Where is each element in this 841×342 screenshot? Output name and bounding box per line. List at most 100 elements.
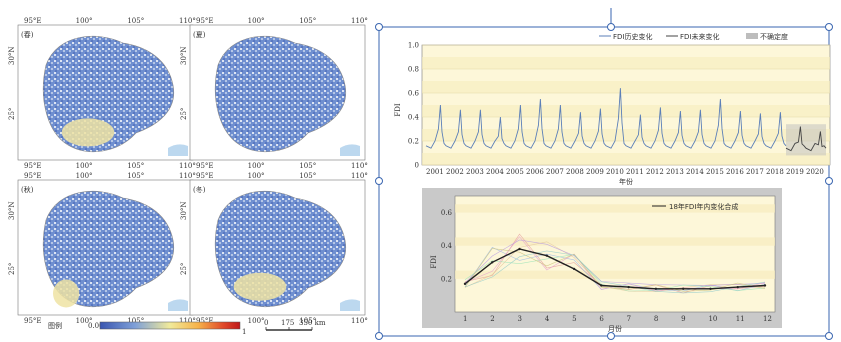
chart-top-xlabel: 年份 bbox=[619, 177, 633, 186]
map-lon-label-top: 105° bbox=[299, 172, 316, 180]
map-lat-label: 25° bbox=[180, 263, 188, 275]
map-lon-label-top: 95°E bbox=[24, 17, 42, 25]
colorbar: 图例 0.00 1 bbox=[48, 321, 246, 336]
map-lon-label-bottom: 105° bbox=[127, 162, 144, 170]
map-lat-label: 30°N bbox=[8, 201, 16, 220]
chart-bottom-year-line bbox=[464, 250, 766, 294]
map-high-fdi-area bbox=[53, 279, 80, 308]
chart-top-legend: FDI历史变化 FDI未来变化 不确定度 bbox=[599, 32, 788, 41]
map-season-label: (春) bbox=[21, 30, 34, 39]
map-lon-label-top: 110° bbox=[351, 172, 368, 180]
chart-bottom-band bbox=[455, 270, 775, 279]
map-lon-label-bottom: 100° bbox=[76, 317, 93, 325]
chart-bottom-x-tick: 6 bbox=[599, 315, 604, 323]
colorbar-max-label: 1 bbox=[242, 328, 246, 336]
chart-bottom-point bbox=[709, 287, 712, 290]
resize-handle-e[interactable] bbox=[825, 177, 833, 185]
resize-handle-w[interactable] bbox=[375, 177, 383, 185]
map-lon-label-top: 105° bbox=[299, 17, 316, 25]
chart-bottom-plot-area bbox=[454, 195, 776, 313]
chart-bottom-legend-item: 18年FDI年内变化合成 bbox=[669, 202, 738, 211]
map-lon-label-top: 105° bbox=[127, 17, 144, 25]
chart-bottom-point bbox=[491, 261, 494, 264]
seasonal-maps: (春) 95°E 95°E 100° 100° 105° 105° 110° 110° 30°N 2… bbox=[8, 17, 368, 325]
map-season-label: (秋) bbox=[21, 185, 34, 194]
map-lon-label-bottom: 110° bbox=[351, 162, 368, 170]
scalebar-label-0: 0 bbox=[264, 319, 268, 327]
map-lon-label-top: 95°E bbox=[24, 172, 42, 180]
map-lon-label-bottom: 95°E bbox=[24, 162, 42, 170]
resize-handle-s[interactable] bbox=[607, 332, 615, 340]
chart-top-x-tick: 2013 bbox=[666, 168, 684, 176]
map-lat-label: 30°N bbox=[180, 46, 188, 65]
resize-handle-sw[interactable] bbox=[375, 332, 383, 340]
chart-top-band bbox=[422, 81, 830, 93]
chart-top-x-tick: 2020 bbox=[806, 168, 824, 176]
chart-bottom-band bbox=[455, 237, 775, 246]
chart-bottom-point bbox=[654, 287, 658, 290]
resize-handle-nw[interactable] bbox=[375, 23, 383, 31]
chart-top-band bbox=[422, 57, 830, 69]
map-lon-label-bottom: 110° bbox=[179, 162, 196, 170]
chart-bottom-xlabel: 月份 bbox=[608, 324, 622, 333]
chart-bottom-point bbox=[736, 285, 739, 289]
chart-bottom-year-line bbox=[464, 254, 766, 292]
chart-top-y-tick: 0.8 bbox=[408, 66, 419, 74]
map-lon-label-top: 95°E bbox=[196, 17, 214, 25]
chart-top-x-tick: 2016 bbox=[726, 168, 744, 176]
colorbar-min-label: 0.00 bbox=[88, 322, 104, 330]
resize-handle-ne[interactable] bbox=[825, 23, 833, 31]
map-lat-label: 30°N bbox=[8, 46, 16, 65]
chart-top-x-tick: 2005 bbox=[506, 168, 524, 176]
chart-bottom-x-tick: 8 bbox=[654, 315, 658, 323]
chart-bottom-point bbox=[681, 287, 685, 290]
chart-bottom-point bbox=[463, 282, 467, 286]
map-lon-label-bottom: 105° bbox=[299, 162, 316, 170]
chart-bottom-x-tick: 3 bbox=[518, 315, 522, 323]
chart-top-x-tick: 2018 bbox=[766, 168, 784, 176]
selection-handles[interactable] bbox=[375, 23, 833, 340]
chart-top-x-tick: 2008 bbox=[566, 168, 584, 176]
map-lon-label-bottom: 110° bbox=[179, 317, 196, 325]
map-sea bbox=[168, 144, 188, 156]
map-lon-label-top: 100° bbox=[248, 172, 265, 180]
map-lon-label-top: 110° bbox=[351, 17, 368, 25]
map-high-fdi-area bbox=[233, 272, 287, 301]
chart-top-legend-item: FDI历史变化 bbox=[613, 32, 652, 41]
chart-top-y-tick: 1.0 bbox=[408, 42, 419, 50]
map-season-label: (夏) bbox=[193, 31, 206, 39]
map-lon-label-bottom: 95°E bbox=[196, 162, 214, 170]
chart-top-ylabel: FDI bbox=[394, 103, 402, 116]
chart-bottom-point bbox=[545, 254, 549, 257]
map-panel-2: (夏) 95°E 95°E 100° 100° 105° 105° 110° 110° 30°N 2… bbox=[180, 17, 368, 170]
chart-top-x-tick: 2014 bbox=[686, 168, 704, 176]
chart-top-x-tick: 2010 bbox=[606, 168, 624, 176]
resize-handle-n[interactable] bbox=[607, 23, 615, 31]
map-lon-label-bottom: 95°E bbox=[24, 317, 42, 325]
chart-top-x-tick: 2011 bbox=[626, 168, 644, 176]
map-lon-label-top: 100° bbox=[248, 17, 265, 25]
map-lon-label-bottom: 95°E bbox=[196, 317, 214, 325]
map-lon-label-top: 100° bbox=[76, 17, 93, 25]
legend-swatch-uncertainty bbox=[746, 33, 758, 39]
chart-top-x-tick: 2015 bbox=[706, 168, 724, 176]
scalebar-label-1: 175 bbox=[281, 319, 294, 327]
chart-bottom-x-tick: 5 bbox=[572, 315, 576, 323]
resize-handle-se[interactable] bbox=[825, 332, 833, 340]
chart-top-band bbox=[422, 129, 830, 141]
colorbar-title: 图例 bbox=[48, 321, 62, 330]
map-lon-label-bottom: 105° bbox=[127, 317, 144, 325]
map-season-label: (冬) bbox=[193, 185, 206, 194]
chart-bottom-y-tick: 0.6 bbox=[441, 209, 453, 217]
chart-top-x-tick: 2017 bbox=[746, 168, 764, 176]
chart-bottom-ylabel: FDI bbox=[430, 255, 438, 268]
map-panel-1: (春) 95°E 95°E 100° 100° 105° 105° 110° 110° 30°N 2… bbox=[8, 17, 196, 170]
map-lon-label-bottom: 100° bbox=[248, 317, 265, 325]
chart-bottom-band bbox=[455, 204, 775, 213]
map-panel-3: (秋) 95°E 95°E 100° 100° 105° 105° 110° 110° 30°N 2… bbox=[8, 172, 196, 325]
map-region bbox=[214, 35, 347, 152]
chart-top-legend-item: FDI未来变化 bbox=[680, 32, 719, 41]
chart-top-x-tick: 2002 bbox=[446, 168, 464, 176]
chart-bottom-point bbox=[627, 285, 630, 289]
